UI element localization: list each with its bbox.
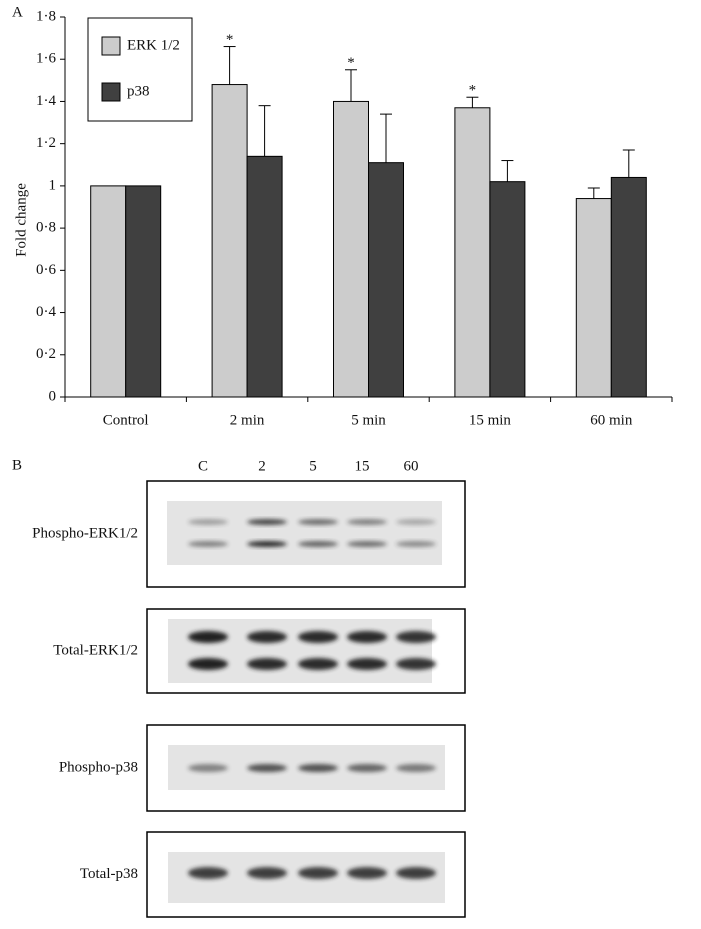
error-bar <box>345 69 357 102</box>
blot-band <box>347 541 387 547</box>
bar <box>246 155 283 398</box>
bar <box>575 198 612 398</box>
legend-box <box>87 17 193 122</box>
blot-band <box>347 764 387 772</box>
bar <box>333 100 369 398</box>
blot-band <box>298 519 338 525</box>
blot-membrane <box>168 619 432 683</box>
error-bar <box>223 46 236 85</box>
panel-label: A <box>12 4 23 20</box>
blot-membrane <box>167 501 442 565</box>
y-tick-label: 0·4 <box>36 304 56 320</box>
error-bar <box>501 160 514 182</box>
x-tick-label: 60 min <box>590 412 633 428</box>
y-axis-label: Fold change <box>13 183 29 257</box>
significance-marker: * <box>347 55 355 71</box>
y-tick-label: 0 <box>49 388 57 404</box>
blot-band <box>247 867 287 879</box>
lane-label: 2 <box>258 458 266 474</box>
error-bar <box>258 105 271 157</box>
blot-band <box>247 764 287 772</box>
blot-band <box>188 658 228 670</box>
blot-band <box>188 867 228 879</box>
blot-panel: Phospho-ERK1/2 Total-ERK1/2 Phospho-p38 Tot… <box>32 480 466 918</box>
blot-band <box>188 631 228 643</box>
blot-band <box>298 658 338 670</box>
blot-band <box>247 631 287 643</box>
blot-band <box>298 631 338 643</box>
blot-band <box>396 867 436 879</box>
blot-band <box>247 519 287 525</box>
y-tick-label: 1·6 <box>36 51 56 67</box>
y-tick-label: 1·4 <box>36 93 56 109</box>
blot-label: Total-ERK1/2 <box>53 642 138 658</box>
blot-band <box>188 519 228 525</box>
y-tick-label: 0·2 <box>36 346 56 362</box>
blot-band <box>396 764 436 772</box>
bar <box>368 162 404 398</box>
y-tick-label: 1·2 <box>36 135 56 151</box>
blot-band <box>298 541 338 547</box>
legend-label: p38 <box>127 83 150 99</box>
bar <box>125 185 162 398</box>
blot-band <box>347 658 387 670</box>
lane-label: 15 <box>355 458 370 474</box>
legend-label: ERK 1/2 <box>127 37 180 53</box>
blot-band <box>188 764 228 772</box>
lane-label: C <box>198 458 208 474</box>
blot-label: Total-p38 <box>80 866 138 882</box>
lane-label: 60 <box>404 458 419 474</box>
blot-band <box>347 631 387 643</box>
blot-band <box>347 519 387 525</box>
blot-band <box>298 764 338 772</box>
lane-label: 5 <box>309 458 317 474</box>
blot-band <box>247 658 287 670</box>
x-tick-label: Control <box>103 412 149 428</box>
blot-label: Phospho-ERK1/2 <box>32 525 138 541</box>
bar <box>454 107 491 398</box>
error-bar <box>380 113 392 163</box>
error-bar <box>622 149 635 178</box>
y-tick-label: 1·8 <box>36 8 56 24</box>
error-bar <box>466 96 479 108</box>
bar <box>489 181 526 398</box>
legend-swatch <box>101 82 121 102</box>
bar <box>90 185 127 398</box>
error-bar <box>587 187 600 199</box>
y-tick-label: 0·8 <box>36 220 56 236</box>
significance-marker: * <box>226 32 234 48</box>
legend-swatch <box>101 36 121 56</box>
blot-band <box>347 867 387 879</box>
bar <box>211 84 248 398</box>
x-tick-label: 2 min <box>230 412 265 428</box>
blot-band <box>396 519 436 525</box>
bar <box>610 176 647 398</box>
y-tick-label: 1 <box>49 177 57 193</box>
blot-band <box>247 541 287 547</box>
blot-band <box>396 658 436 670</box>
blot-band <box>298 867 338 879</box>
x-tick-label: 5 min <box>351 412 386 428</box>
panel-label: B <box>12 457 22 473</box>
blot-band <box>396 541 436 547</box>
blot-band <box>188 541 228 547</box>
significance-marker: * <box>469 83 477 99</box>
blot-band <box>396 631 436 643</box>
x-tick-label: 15 min <box>469 412 512 428</box>
blot-label: Phospho-p38 <box>59 759 138 775</box>
y-tick-label: 0·6 <box>36 262 56 278</box>
